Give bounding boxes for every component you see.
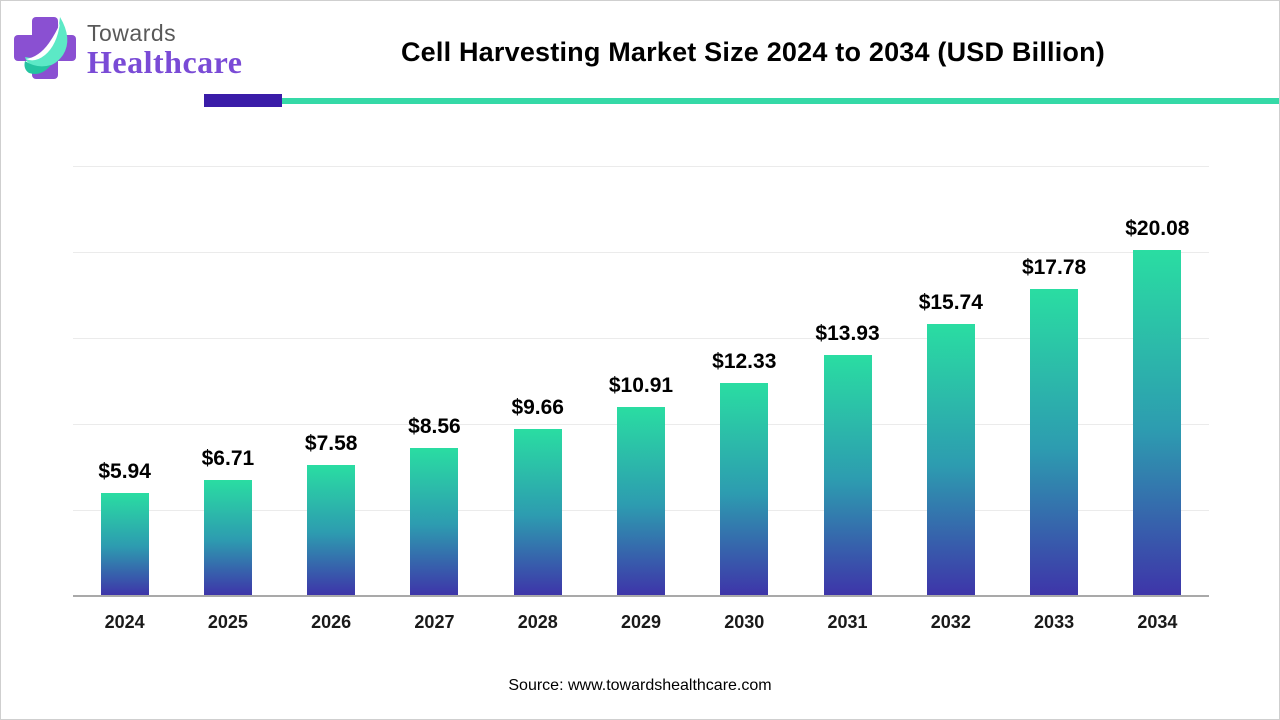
x-axis-label-2032: 2032 xyxy=(930,612,971,632)
title-rule-accent xyxy=(204,94,282,107)
brand-name-healthcare: Healthcare xyxy=(87,44,243,81)
bar-2031 xyxy=(823,355,872,595)
healthcare-cross-leaf-icon xyxy=(14,17,76,79)
x-axis-label-2025: 2025 xyxy=(207,612,248,632)
x-axis-baseline xyxy=(73,595,1209,597)
bar-2026 xyxy=(307,464,356,595)
x-axis-label-2027: 2027 xyxy=(414,612,455,632)
bar-2028 xyxy=(513,428,562,595)
bar-value-label-2026: $7.58 xyxy=(304,431,358,455)
bar-2024 xyxy=(100,492,149,595)
gridline-15 xyxy=(73,338,1209,339)
x-axis-label-2028: 2028 xyxy=(517,612,558,632)
bar-2025 xyxy=(203,479,252,595)
bar-2032 xyxy=(926,324,975,595)
bar-value-label-2032: $15.74 xyxy=(918,291,983,315)
gridline-25 xyxy=(73,166,1209,167)
brand-wordmark: Towards Healthcare xyxy=(87,13,242,80)
x-axis-label-2024: 2024 xyxy=(104,612,145,632)
bar-value-label-2034: $20.08 xyxy=(1125,216,1190,240)
x-axis-label-2029: 2029 xyxy=(620,612,662,632)
x-axis-label-2031: 2031 xyxy=(827,612,868,632)
gridline-20 xyxy=(73,252,1209,253)
bar-value-label-2028: $9.66 xyxy=(511,395,564,419)
title-rule-line xyxy=(282,98,1279,104)
bar-value-label-2025: $6.71 xyxy=(201,446,255,470)
source-note: Source: www.towardshealthcare.com xyxy=(508,677,772,694)
brand-name-towards: Towards xyxy=(87,20,177,46)
bar-value-label-2024: $5.94 xyxy=(98,459,151,483)
bar-2029 xyxy=(617,407,665,595)
bar-value-label-2029: $10.91 xyxy=(608,374,674,398)
bar-value-label-2027: $8.56 xyxy=(408,414,461,438)
x-axis-label-2030: 2030 xyxy=(724,612,765,632)
bar-2027 xyxy=(410,447,459,595)
bar-value-label-2031: $13.93 xyxy=(815,322,880,346)
x-axis-label-2033: 2033 xyxy=(1034,612,1075,632)
bar-2034 xyxy=(1133,249,1182,595)
brand-logo: Towards Healthcare xyxy=(13,13,242,83)
bar-2033 xyxy=(1030,289,1079,595)
bar-value-label-2033: $17.78 xyxy=(1021,256,1087,280)
bar-2030 xyxy=(720,382,769,595)
x-axis-label-2026: 2026 xyxy=(311,612,352,632)
chart-title: Cell Harvesting Market Size 2024 to 2034… xyxy=(400,37,1106,67)
bar-value-label-2030: $12.33 xyxy=(712,349,777,373)
x-axis-label-2034: 2034 xyxy=(1137,612,1178,632)
